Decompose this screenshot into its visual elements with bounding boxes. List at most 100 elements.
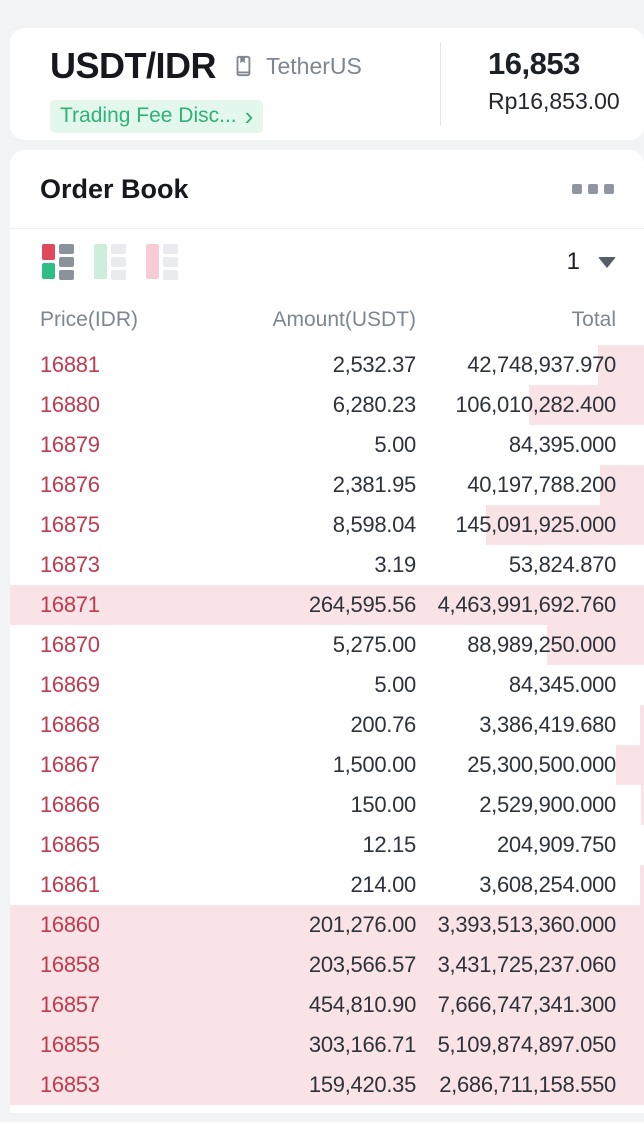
ask-rows: 16881 2,532.37 42,748,937.970 16880 6,28…	[10, 345, 644, 1105]
ask-price: 16873	[40, 552, 100, 577]
precision-dropdown[interactable]: 1	[567, 248, 616, 276]
column-headers: Price(IDR) Amount(USDT) Total	[10, 295, 644, 345]
depth-bar	[616, 745, 644, 785]
ask-row[interactable]: 16860 201,276.00 3,393,513,360.000	[10, 905, 644, 945]
ask-price: 16867	[40, 752, 100, 777]
depth-bar	[547, 625, 644, 665]
depth-bar	[640, 785, 644, 825]
ask-total: 3,431,725,237.060	[437, 952, 617, 977]
ask-amount: 2,532.37	[332, 352, 417, 377]
pair-header-card: USDT/IDR TetherUS Trading Fee Disc... › …	[10, 28, 644, 140]
ask-total: 204,909.750	[496, 832, 616, 857]
ask-row[interactable]: 16869 5.00 84,345.000	[10, 665, 644, 705]
depth-bar	[597, 345, 644, 385]
ask-amount: 454,810.90	[308, 992, 416, 1017]
ask-row[interactable]: 16880 6,280.23 106,010,282.400	[10, 385, 644, 425]
orderbook-sell-only-icon[interactable]	[146, 244, 178, 280]
ask-total: 84,395.000	[508, 432, 616, 457]
column-header-total: Total	[571, 308, 616, 331]
ask-total: 4,463,991,692.760	[437, 592, 617, 617]
ask-total: 2,529,900.000	[479, 792, 616, 817]
depth-bar	[528, 385, 644, 425]
trading-fee-discount-label: Trading Fee Disc...	[60, 104, 237, 127]
ask-price: 16868	[40, 712, 100, 737]
ask-price: 16870	[40, 632, 100, 657]
order-book-header-divider	[10, 228, 644, 229]
ask-price: 16871	[40, 592, 100, 617]
ask-total: 145,091,925.000	[455, 512, 616, 537]
ask-amount: 203,566.57	[308, 952, 416, 977]
depth-bar	[10, 1025, 644, 1065]
ask-total: 3,386,419.680	[479, 712, 616, 737]
ask-total: 42,748,937.970	[467, 352, 616, 377]
column-header-price: Price(IDR)	[40, 308, 138, 331]
chevron-right-icon: ›	[244, 101, 254, 131]
ask-amount: 2,381.95	[332, 472, 417, 497]
ask-amount: 5.00	[374, 432, 416, 457]
ask-row[interactable]: 16868 200.76 3,386,419.680	[10, 705, 644, 745]
ask-row[interactable]: 16858 203,566.57 3,431,725,237.060	[10, 945, 644, 985]
ask-price: 16860	[40, 912, 100, 937]
ask-row[interactable]: 16861 214.00 3,608,254.000	[10, 865, 644, 905]
ask-amount: 200.76	[350, 712, 417, 737]
precision-value: 1	[566, 248, 580, 275]
ask-price: 16875	[40, 512, 100, 537]
token-info-book-icon	[232, 55, 254, 77]
ask-total: 7,666,747,341.300	[437, 992, 617, 1017]
trading-fee-discount-badge[interactable]: Trading Fee Disc... ›	[50, 100, 264, 133]
ask-amount: 201,276.00	[308, 912, 416, 937]
ask-row[interactable]: 16875 8,598.04 145,091,925.000	[10, 505, 644, 545]
depth-bar	[10, 985, 644, 1025]
ask-row[interactable]: 16879 5.00 84,395.000	[10, 425, 644, 465]
ask-row[interactable]: 16871 264,595.56 4,463,991,692.760	[10, 585, 644, 625]
ask-amount: 303,166.71	[308, 1032, 416, 1057]
ask-amount: 1,500.00	[332, 752, 417, 777]
pair-title: USDT/IDR	[50, 45, 217, 86]
ask-amount: 12.15	[362, 832, 416, 857]
ask-row[interactable]: 16873 3.19 53,824.870	[10, 545, 644, 585]
pair-subtitle: TetherUS	[266, 52, 362, 79]
ask-price: 16858	[40, 952, 100, 977]
depth-bar	[485, 505, 644, 545]
orderbook-both-sides-icon[interactable]	[42, 244, 74, 280]
depth-bar	[10, 1065, 644, 1105]
ask-price: 16853	[40, 1072, 100, 1097]
more-options-icon[interactable]	[572, 178, 614, 200]
ask-amount: 3.19	[374, 552, 416, 577]
ask-row[interactable]: 16867 1,500.00 25,300,500.000	[10, 745, 644, 785]
ask-amount: 5,275.00	[332, 632, 417, 657]
ask-row[interactable]: 16876 2,381.95 40,197,788.200	[10, 465, 644, 505]
ask-total: 53,824.870	[508, 552, 616, 577]
depth-bar	[600, 465, 644, 505]
ask-amount: 214.00	[350, 872, 417, 897]
orderbook-buy-only-icon[interactable]	[94, 244, 126, 280]
fiat-price: Rp16,853.00	[488, 88, 620, 114]
ask-price: 16855	[40, 1032, 100, 1057]
ask-row[interactable]: 16865 12.15 204,909.750	[10, 825, 644, 865]
ask-total: 2,686,711,158.550	[439, 1072, 616, 1097]
price-block: 16,853 Rp16,853.00	[488, 46, 620, 115]
ask-price: 16880	[40, 392, 100, 417]
ask-row[interactable]: 16857 454,810.90 7,666,747,341.300	[10, 985, 644, 1025]
ask-row[interactable]: 16853 159,420.35 2,686,711,158.550	[10, 1065, 644, 1105]
depth-bar	[10, 945, 644, 985]
ask-row[interactable]: 16881 2,532.37 42,748,937.970	[10, 345, 644, 385]
orderbook-layout-toggle-group	[42, 244, 178, 280]
ask-row[interactable]: 16870 5,275.00 88,989,250.000	[10, 625, 644, 665]
ask-price: 16879	[40, 432, 100, 457]
depth-bar	[640, 705, 644, 745]
ask-amount: 5.00	[374, 672, 416, 697]
ask-row[interactable]: 16855 303,166.71 5,109,874,897.050	[10, 1025, 644, 1065]
depth-bar	[10, 585, 644, 625]
depth-bar	[639, 865, 644, 905]
caret-down-icon	[598, 256, 616, 268]
ask-amount: 150.00	[350, 792, 417, 817]
ask-total: 88,989,250.000	[467, 632, 616, 657]
ask-amount: 159,420.35	[308, 1072, 416, 1097]
ask-price: 16881	[40, 352, 100, 377]
ask-amount: 264,595.56	[308, 592, 416, 617]
ask-price: 16861	[40, 872, 100, 897]
ask-amount: 6,280.23	[332, 392, 417, 417]
ask-row[interactable]: 16866 150.00 2,529,900.000	[10, 785, 644, 825]
